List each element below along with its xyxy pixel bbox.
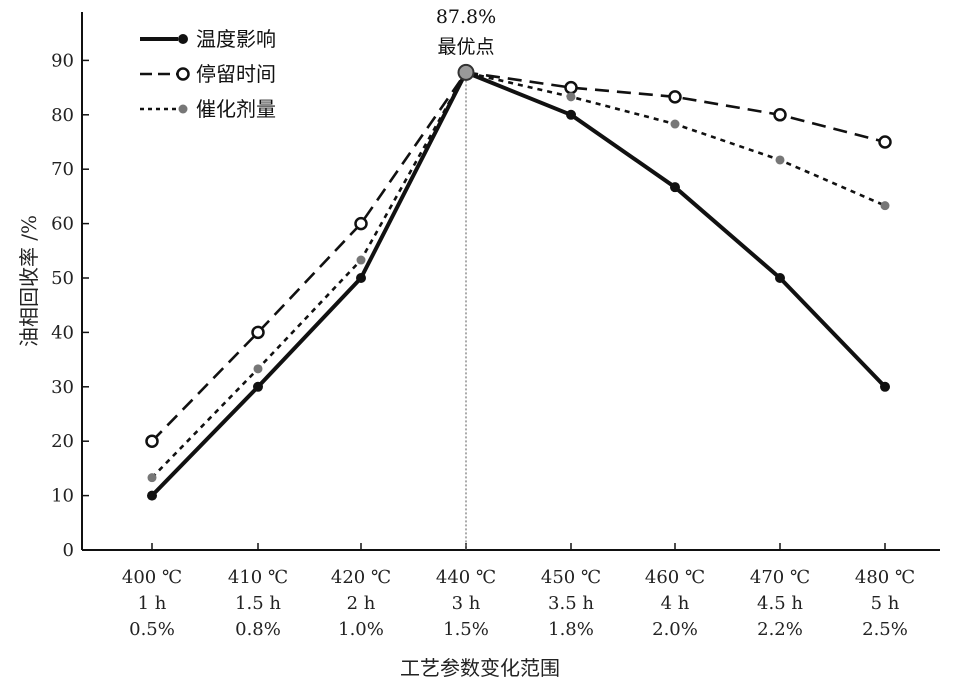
y-tick-label: 80: [51, 105, 74, 126]
x-tick-label: 4.5 h: [757, 593, 803, 614]
x-tick-label: 1 h: [138, 593, 167, 614]
series-point-0: [566, 109, 576, 120]
x-tick-label: 1.0%: [338, 619, 384, 640]
x-tick-label: 0.8%: [235, 619, 281, 640]
legend-label-2: 催化剂量: [196, 97, 276, 121]
series-point-0: [253, 381, 263, 392]
legend-label-1: 停留时间: [196, 62, 276, 86]
y-tick-label: 10: [51, 486, 74, 507]
series-point-0: [670, 182, 680, 193]
series-point-1: [773, 108, 787, 122]
x-tick-label: 480 ℃: [855, 567, 915, 588]
legend-marker-0: [178, 34, 188, 44]
optimum-value-label: 87.8%: [436, 6, 496, 28]
x-tick-label: 2.2%: [757, 619, 803, 640]
series-point-1: [251, 325, 265, 340]
x-tick-label: 0.5%: [129, 619, 175, 640]
x-tick-label: 2.5%: [862, 619, 908, 640]
legend-marker-1: [176, 67, 190, 81]
legend-marker-2: [178, 104, 188, 114]
x-tick-label: 450 ℃: [541, 567, 601, 588]
series-point-1: [145, 434, 159, 448]
series-line-1: [151, 71, 886, 443]
x-axis-title: 工艺参数变化范围: [400, 656, 560, 680]
series-line-2: [151, 71, 886, 479]
series-point-2: [880, 201, 890, 211]
y-tick-label: 0: [63, 540, 74, 561]
series-point-0: [356, 273, 366, 283]
series-point-0: [775, 273, 785, 283]
series-point-1: [354, 216, 368, 231]
series-point-1: [878, 135, 892, 149]
x-tick-label: 460 ℃: [645, 567, 705, 588]
series-point-2: [775, 155, 785, 165]
x-tick-label: 1.5 h: [235, 593, 281, 614]
x-tick-label: 2.0%: [652, 619, 698, 640]
x-tick-label: 470 ℃: [750, 567, 810, 588]
x-tick-label: 420 ℃: [331, 567, 391, 588]
optimum-text-label: 最优点: [437, 36, 494, 58]
y-tick-label: 70: [51, 159, 74, 180]
series-point-1: [668, 90, 682, 104]
y-tick-label: 30: [51, 377, 74, 398]
x-tick-label: 1.5%: [443, 619, 489, 640]
x-tick-label: 3 h: [452, 593, 481, 614]
series-point-0: [880, 381, 890, 392]
series-point-2: [670, 119, 680, 129]
x-tick-label: 3.5 h: [548, 593, 594, 614]
series-point-0: [147, 490, 157, 501]
y-tick-label: 90: [51, 50, 74, 71]
y-tick-label: 40: [51, 322, 74, 343]
legend-label-0: 温度影响: [196, 27, 276, 51]
series-point-1: [564, 80, 578, 95]
y-tick-label: 50: [51, 268, 74, 289]
series-point-2: [356, 255, 366, 265]
series-point-2: [147, 473, 157, 483]
y-tick-label: 60: [51, 214, 74, 235]
x-tick-label: 400 ℃: [122, 567, 182, 588]
x-tick-label: 440 ℃: [436, 567, 496, 588]
x-tick-label: 2 h: [347, 593, 376, 614]
x-tick-label: 4 h: [661, 593, 690, 614]
series-line-0: [150, 70, 887, 497]
x-tick-label: 410 ℃: [228, 567, 288, 588]
y-axis-title: 油相回收率 /%: [17, 215, 41, 347]
x-tick-label: 1.8%: [548, 619, 594, 640]
x-tick-label: 5 h: [871, 593, 900, 614]
optimum-point: [457, 63, 475, 81]
y-tick-label: 20: [51, 431, 74, 452]
series-point-2: [253, 364, 263, 374]
series-point-2: [566, 92, 576, 102]
